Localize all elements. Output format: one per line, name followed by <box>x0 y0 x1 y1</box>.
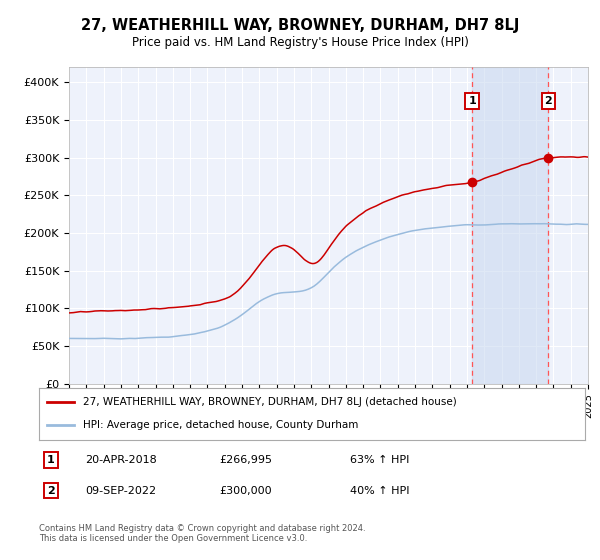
Text: 09-SEP-2022: 09-SEP-2022 <box>85 486 157 496</box>
Text: 27, WEATHERHILL WAY, BROWNEY, DURHAM, DH7 8LJ: 27, WEATHERHILL WAY, BROWNEY, DURHAM, DH… <box>81 18 519 32</box>
Bar <box>472 67 548 384</box>
Text: £266,995: £266,995 <box>219 455 272 465</box>
Text: Price paid vs. HM Land Registry's House Price Index (HPI): Price paid vs. HM Land Registry's House … <box>131 36 469 49</box>
Text: £300,000: £300,000 <box>219 486 272 496</box>
Text: 2: 2 <box>544 96 552 106</box>
Text: 63% ↑ HPI: 63% ↑ HPI <box>350 455 410 465</box>
Text: 27, WEATHERHILL WAY, BROWNEY, DURHAM, DH7 8LJ (detached house): 27, WEATHERHILL WAY, BROWNEY, DURHAM, DH… <box>83 397 457 407</box>
Text: 1: 1 <box>47 455 55 465</box>
Text: 20-APR-2018: 20-APR-2018 <box>85 455 157 465</box>
Text: 40% ↑ HPI: 40% ↑ HPI <box>350 486 410 496</box>
Text: 1: 1 <box>468 96 476 106</box>
Text: HPI: Average price, detached house, County Durham: HPI: Average price, detached house, Coun… <box>83 420 358 430</box>
Text: 2: 2 <box>47 486 55 496</box>
Text: Contains HM Land Registry data © Crown copyright and database right 2024.
This d: Contains HM Land Registry data © Crown c… <box>39 524 365 543</box>
